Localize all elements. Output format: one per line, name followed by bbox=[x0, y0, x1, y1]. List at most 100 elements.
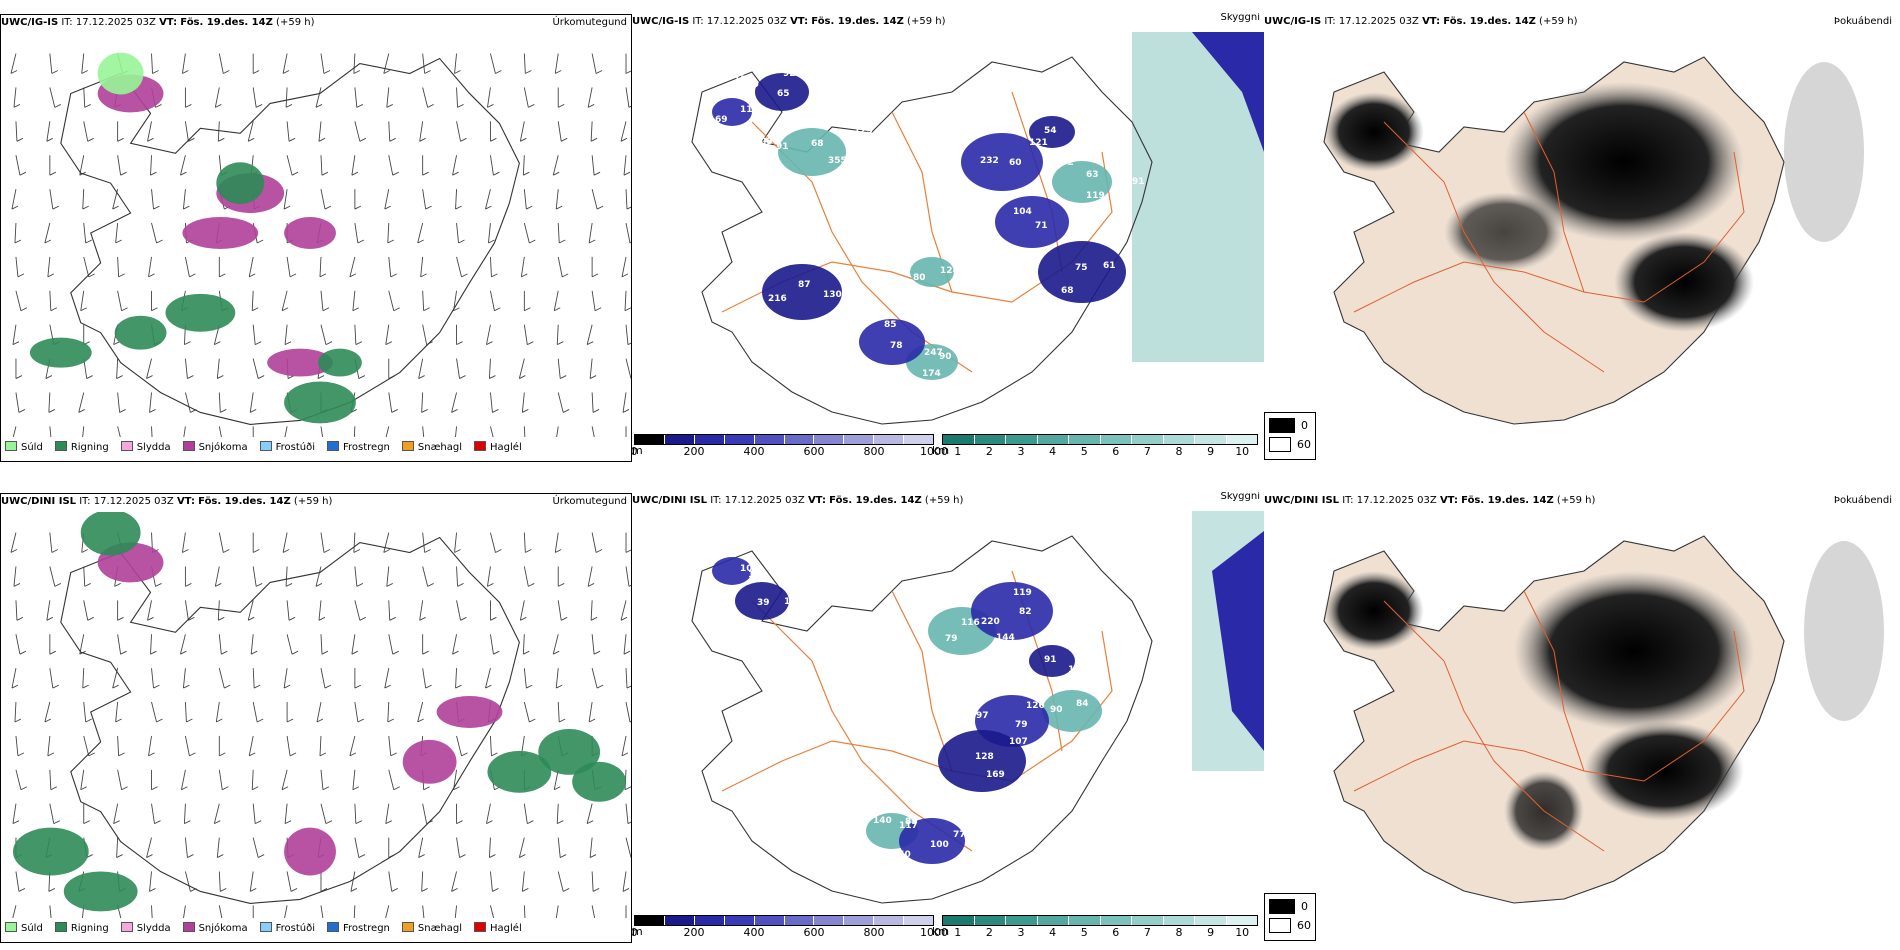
wind-barb bbox=[383, 53, 390, 74]
wind-barb bbox=[452, 155, 459, 176]
wind-barb bbox=[553, 290, 561, 312]
legend-label: Snæhagl bbox=[417, 923, 463, 934]
cloud-base-area bbox=[1029, 116, 1075, 148]
wind-barb bbox=[557, 358, 567, 379]
wind-barb bbox=[624, 290, 631, 312]
legend-swatch bbox=[327, 922, 339, 932]
wind-barb bbox=[490, 290, 501, 312]
wind-barb bbox=[218, 769, 229, 791]
wind-barb bbox=[451, 871, 458, 892]
cloud-base-value: 36 bbox=[843, 341, 856, 351]
wind-barb bbox=[282, 53, 290, 74]
wind-barb bbox=[456, 324, 463, 346]
wind-barb bbox=[83, 87, 91, 108]
wind-barb bbox=[385, 905, 390, 918]
wind-barb bbox=[422, 634, 429, 655]
wind-barb bbox=[214, 566, 222, 587]
wind-barb bbox=[523, 668, 533, 689]
wind-barb bbox=[385, 803, 392, 825]
wind-barb bbox=[151, 53, 159, 74]
wind-barb bbox=[354, 803, 363, 825]
wind-barb bbox=[49, 155, 57, 176]
wind-barb bbox=[625, 324, 631, 346]
wind-barb bbox=[286, 702, 294, 723]
wind-barb bbox=[151, 769, 158, 791]
wind-barb bbox=[146, 837, 153, 858]
wind-barb bbox=[320, 634, 329, 655]
colorbar-tick-label: 8 bbox=[1175, 445, 1183, 458]
wind-barb bbox=[252, 803, 262, 825]
wind-barb bbox=[556, 426, 559, 437]
cloud-base-value: 105 bbox=[1093, 725, 1112, 735]
wind-barb bbox=[388, 769, 400, 791]
wind-barb bbox=[15, 256, 25, 278]
wind-barb bbox=[388, 600, 396, 621]
cloud-base-value: 112 bbox=[740, 105, 759, 115]
wind-barb bbox=[117, 426, 121, 437]
cloud-base-value: 54 bbox=[1044, 126, 1057, 136]
wind-barb bbox=[523, 905, 526, 918]
wind-barb bbox=[388, 634, 399, 655]
fog-legend: 0 60 bbox=[1264, 412, 1316, 460]
wind-barb bbox=[522, 634, 530, 655]
wind-barb bbox=[117, 256, 125, 278]
wind-barb bbox=[320, 324, 333, 346]
cloud-base-area bbox=[712, 98, 752, 126]
cloud-base-area bbox=[1052, 161, 1112, 203]
cloud-base-value: 92 bbox=[783, 69, 796, 79]
cloud-base-value: 89 bbox=[905, 817, 918, 827]
wind-barb bbox=[521, 871, 529, 892]
wind-barb bbox=[385, 324, 392, 346]
cloud-base-area bbox=[735, 582, 789, 620]
cloud-base-value: 128 bbox=[940, 266, 959, 276]
wind-barb bbox=[183, 426, 186, 437]
wind-barb bbox=[319, 256, 327, 278]
cloud-base-value: 56 bbox=[841, 67, 854, 77]
legend-item: Súld bbox=[5, 441, 43, 453]
cloud-base-areas bbox=[712, 557, 1102, 864]
wind-barb bbox=[112, 189, 119, 210]
visibility-colorbar: 1 2 3 4 5 6 7 8 9 10 km bbox=[932, 434, 1258, 459]
wind-barb bbox=[44, 222, 52, 244]
wind-barb bbox=[320, 532, 331, 553]
cloud-base-value: 216 bbox=[768, 294, 787, 304]
colorbar-segment bbox=[694, 916, 725, 925]
wind-barb bbox=[320, 668, 332, 689]
wind-barb bbox=[315, 566, 323, 587]
wind-barb bbox=[421, 871, 428, 892]
wind-barb bbox=[555, 905, 559, 918]
colorbar-segment bbox=[974, 435, 1006, 444]
colorbar-segment bbox=[664, 435, 695, 444]
legend-item: Slydda bbox=[120, 922, 171, 934]
legend-label: Haglél bbox=[490, 442, 522, 453]
wind-barb bbox=[47, 256, 55, 278]
wind-barb bbox=[523, 803, 534, 825]
wind-barb bbox=[385, 426, 390, 437]
wind-barb bbox=[489, 121, 497, 142]
colorbar-tick-label: 10 bbox=[1235, 926, 1250, 939]
cloud-base-area bbox=[971, 582, 1053, 640]
wind-barb bbox=[620, 121, 628, 142]
colorbar-segment bbox=[1163, 435, 1195, 444]
wind-barb bbox=[49, 53, 59, 74]
wind-barb bbox=[83, 222, 92, 244]
legend-swatch bbox=[54, 922, 67, 932]
fog-legend-row: 60 bbox=[1269, 916, 1311, 935]
wind-barb bbox=[485, 189, 492, 210]
wind-barb bbox=[282, 532, 290, 553]
wind-barb bbox=[625, 189, 631, 210]
cloud-base-value: 121 bbox=[1029, 138, 1048, 148]
wind-barb bbox=[182, 189, 190, 210]
wind-barb bbox=[47, 735, 55, 757]
wind-barb bbox=[218, 53, 230, 74]
cloud-base-value: 147 bbox=[1068, 665, 1087, 675]
wind-barb bbox=[489, 392, 499, 413]
panel-title: UWC/DINI ISL IT: 17.12.2025 03Z VT: Fös.… bbox=[632, 492, 1264, 510]
legend-swatch bbox=[474, 441, 487, 451]
colorbar-tick-label: 8 bbox=[1175, 926, 1183, 939]
wind-barb bbox=[354, 701, 365, 723]
wind-barb bbox=[587, 566, 595, 587]
wind-barb bbox=[184, 566, 192, 587]
wind-barb bbox=[557, 392, 570, 413]
wind-barb bbox=[82, 426, 85, 437]
